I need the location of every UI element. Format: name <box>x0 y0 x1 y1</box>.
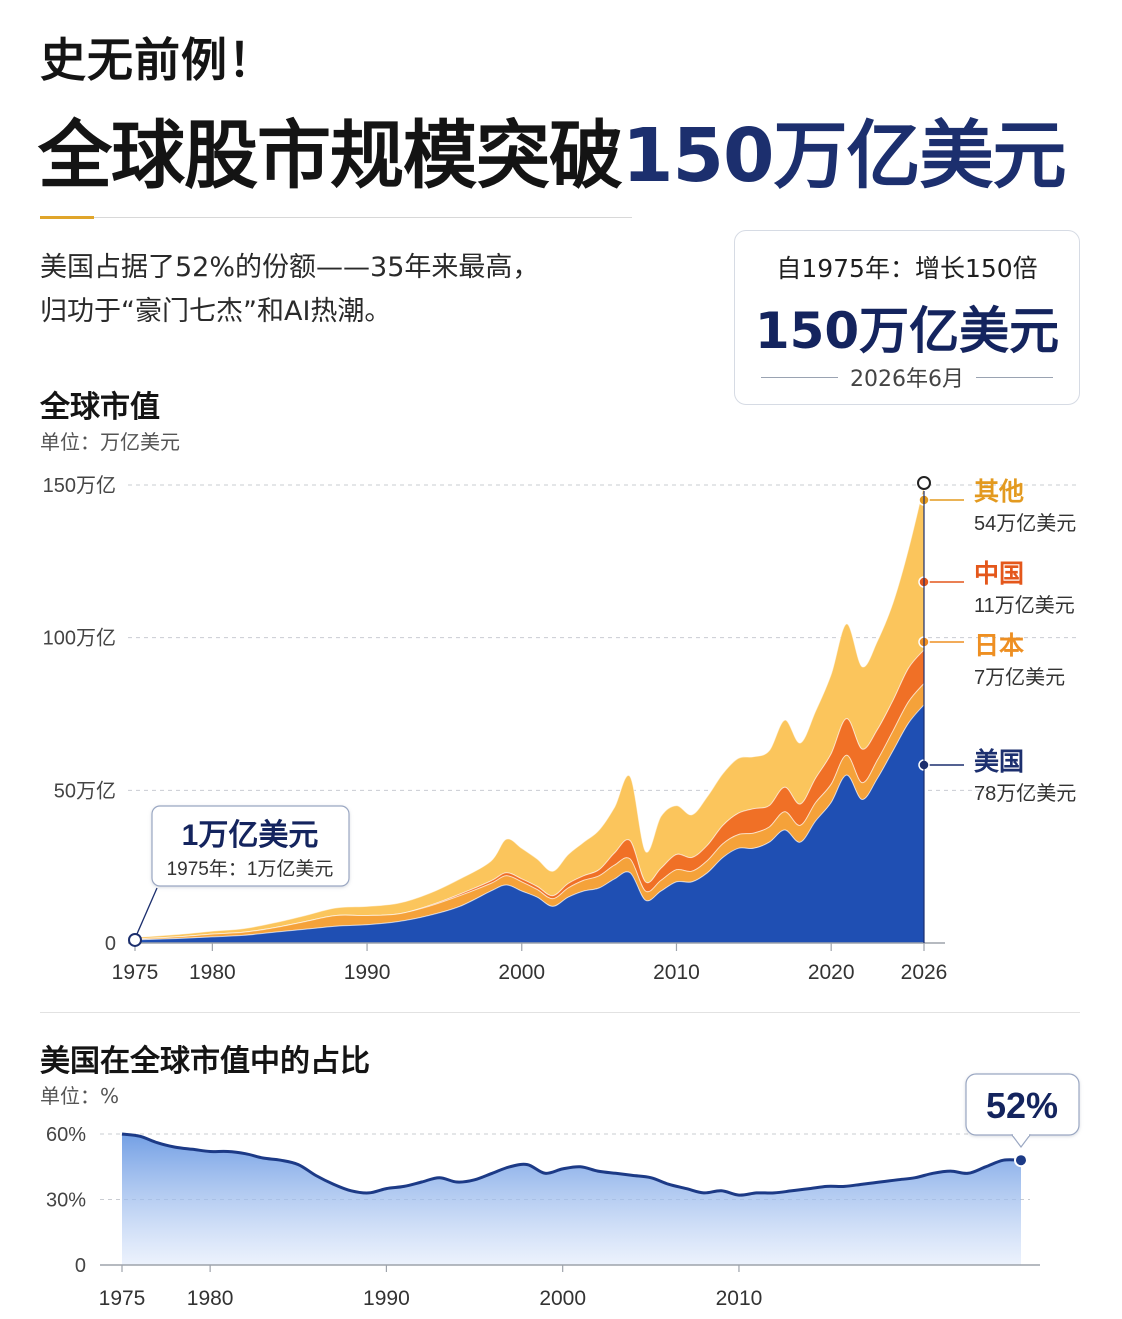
end-label-value-japan: 7万亿美元 <box>974 666 1065 689</box>
callout-date-rule-left <box>761 376 838 378</box>
x-tick-label-2010: 2010 <box>653 961 700 984</box>
callout-growth-text: 自1975年：增长150倍 <box>776 254 1038 283</box>
end-label-name-china: 中国 <box>974 560 1024 588</box>
headline-secondary-highlight: 150万亿美元 <box>622 113 1066 199</box>
market-cap-chart-title: 全球市值 <box>40 390 160 425</box>
end-label-name-japan: 日本 <box>974 632 1024 660</box>
headline-primary: 史无前例！ <box>40 33 275 87</box>
share-y-tick-label-30: 30% <box>46 1190 86 1212</box>
x-tick-label-2020: 2020 <box>808 961 855 984</box>
share-x-tick-label-1990: 1990 <box>363 1287 410 1310</box>
share-x-tick-label-1980: 1980 <box>187 1287 234 1310</box>
lede-text: 美国占据了52%的份额——35年来最高， 归功于“豪门七杰”和AI热潮。 <box>40 246 539 334</box>
annotation-leader-line <box>136 887 158 935</box>
y-tick-label-0: 0 <box>105 933 116 955</box>
us-share-chart-title: 美国在全球市值中的占比 <box>40 1044 370 1079</box>
lede-line-1: 美国占据了52%的份额——35年来最高， <box>40 252 540 283</box>
x-tick-label-2000: 2000 <box>498 961 545 984</box>
share-x-tick-label-2010: 2010 <box>716 1287 763 1310</box>
share-x-tick-label-2000: 2000 <box>539 1287 586 1310</box>
lede-line-2: 归功于“豪门七杰”和AI热潮。 <box>40 296 392 327</box>
section-divider <box>40 1012 1080 1013</box>
headline-secondary: 全球股市规模突破150万亿美元 <box>38 96 1066 203</box>
us-share-chart-unit: 单位：% <box>40 1084 120 1108</box>
us-share-area-chart: 0 30% 60% 1975 1980 1990 2000 2010 52% <box>46 1073 1080 1310</box>
x-tick-label-1980: 1980 <box>189 961 236 984</box>
end-label-name-us: 美国 <box>974 747 1024 776</box>
x-tick-label-2026: 2026 <box>901 961 948 984</box>
annotation-start-marker <box>128 932 142 947</box>
share-end-marker <box>1014 1153 1028 1168</box>
share-y-tick-label-60: 60% <box>46 1124 86 1146</box>
header-divider <box>94 217 632 218</box>
share-area-fill <box>122 1134 1021 1265</box>
end-total-marker <box>917 476 931 490</box>
callout-total-value: 150万亿美元 <box>754 302 1060 360</box>
callout-date-row: 2026年6月 <box>761 361 1053 393</box>
market-cap-stacked-area-chart: 0 50万亿 100万亿 150万亿 1975 1980 1990 2000 2010 2020 2… <box>43 474 1080 984</box>
end-label-name-other: 其他 <box>974 477 1024 506</box>
share-x-tick-label-1975: 1975 <box>99 1287 146 1310</box>
share-callout-pointer-mask <box>1013 1132 1029 1136</box>
callout-date: 2026年6月 <box>850 367 964 392</box>
annotation-callout-value: 1万亿美元 <box>182 818 319 852</box>
growth-callout-card: 自1975年：增长150倍 150万亿美元 2026年6月 <box>734 230 1080 405</box>
end-label-value-us: 78万亿美元 <box>974 782 1076 805</box>
y-tick-label-100: 100万亿 <box>43 627 116 650</box>
end-label-value-other: 54万亿美元 <box>974 512 1076 535</box>
annotation-callout-caption: 1975年：1万亿美元 <box>167 858 334 880</box>
y-tick-label-150: 150万亿 <box>43 474 116 497</box>
x-tick-label-1975: 1975 <box>112 961 159 984</box>
annotation-callout-box <box>151 805 350 887</box>
end-label-value-china: 11万亿美元 <box>974 594 1075 617</box>
share-line <box>121 1132 1022 1197</box>
accent-rule <box>40 216 94 219</box>
headline-secondary-prefix: 全球股市规模突破 <box>38 113 623 199</box>
callout-date-rule-right <box>976 376 1053 378</box>
share-y-tick-label-0: 0 <box>75 1255 86 1277</box>
share-callout-pointer <box>1010 1134 1032 1148</box>
y-tick-label-50: 50万亿 <box>54 779 116 802</box>
x-tick-label-1990: 1990 <box>344 961 391 984</box>
share-callout-value: 52% <box>986 1085 1058 1126</box>
market-cap-chart-unit: 单位：万亿美元 <box>40 430 180 454</box>
